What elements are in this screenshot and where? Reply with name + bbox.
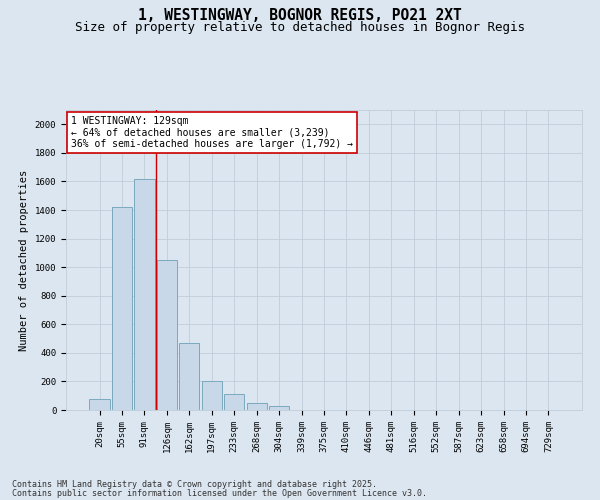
Text: Size of property relative to detached houses in Bognor Regis: Size of property relative to detached ho… <box>75 21 525 34</box>
Bar <box>224 394 244 410</box>
Bar <box>247 403 267 410</box>
Text: 1, WESTINGWAY, BOGNOR REGIS, PO21 2XT: 1, WESTINGWAY, BOGNOR REGIS, PO21 2XT <box>138 8 462 22</box>
Text: Contains HM Land Registry data © Crown copyright and database right 2025.: Contains HM Land Registry data © Crown c… <box>12 480 377 489</box>
Text: 1 WESTINGWAY: 129sqm
← 64% of detached houses are smaller (3,239)
36% of semi-de: 1 WESTINGWAY: 129sqm ← 64% of detached h… <box>71 116 353 149</box>
Bar <box>179 343 199 410</box>
Bar <box>112 207 132 410</box>
Bar <box>269 406 289 410</box>
Bar <box>89 400 110 410</box>
Y-axis label: Number of detached properties: Number of detached properties <box>19 170 29 350</box>
Text: Contains public sector information licensed under the Open Government Licence v3: Contains public sector information licen… <box>12 489 427 498</box>
Bar <box>202 382 222 410</box>
Bar <box>157 260 177 410</box>
Bar <box>134 178 155 410</box>
